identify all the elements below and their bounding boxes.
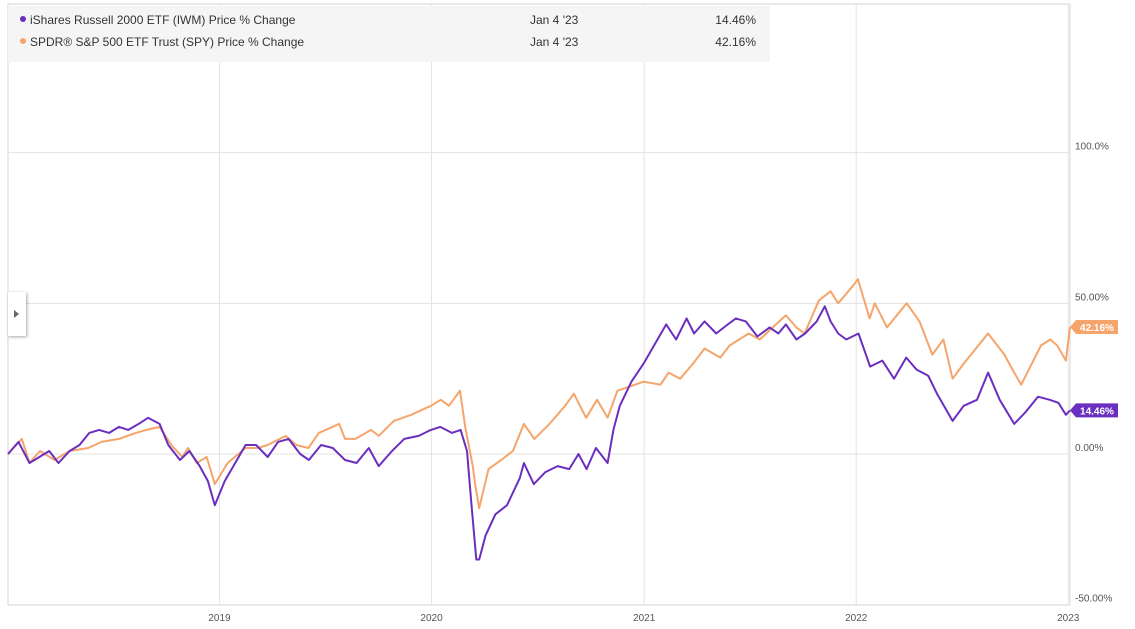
chevron-right-icon [14, 310, 19, 318]
side-panel-toggle-button[interactable] [8, 292, 26, 336]
x-tick-label: 2020 [420, 613, 443, 624]
chart-grid [7, 3, 1071, 606]
y-tick-label: -50.00% [1075, 594, 1112, 605]
series-line-iwm [7, 305, 1071, 561]
y-tick-label: 0.00% [1075, 443, 1103, 454]
series-end-labels: 42.16% 14.46% [1070, 319, 1118, 418]
series-lines [7, 278, 1071, 561]
x-tick-label: 2022 [845, 613, 868, 624]
legend-dot-spy [20, 38, 26, 44]
x-tick-label: 2019 [208, 613, 231, 624]
plot-frame [7, 3, 1071, 606]
legend-value-iwm: 14.46% [715, 13, 756, 27]
legend-date-iwm: Jan 4 '23 [530, 13, 579, 27]
end-label-spy: 42.16% [1070, 319, 1118, 334]
legend-date-spy: Jan 4 '23 [530, 35, 579, 49]
legend-value-spy: 42.16% [715, 35, 756, 49]
x-axis-ticks: 2019 2020 2021 2022 2023 [208, 613, 1079, 624]
legend-entry-iwm[interactable]: iShares Russell 2000 ETF (IWM) Price % C… [8, 9, 770, 31]
svg-text:42.16%: 42.16% [1080, 323, 1114, 334]
y-axis-ticks: 100.0% 50.00% 0.00% -50.00% [1075, 142, 1112, 605]
x-tick-label: 2023 [1057, 613, 1080, 624]
legend-name-spy: SPDR® S&P 500 ETF Trust (SPY) Price % Ch… [30, 35, 305, 49]
chart-legend: iShares Russell 2000 ETF (IWM) Price % C… [8, 6, 770, 62]
end-label-iwm: 14.46% [1070, 403, 1118, 418]
series-line-spy [7, 278, 1071, 510]
x-tick-label: 2021 [633, 613, 656, 624]
legend-entry-spy[interactable]: SPDR® S&P 500 ETF Trust (SPY) Price % Ch… [8, 31, 770, 53]
legend-name-iwm: iShares Russell 2000 ETF (IWM) Price % C… [30, 13, 296, 27]
legend-dot-iwm [20, 16, 26, 22]
svg-text:14.46%: 14.46% [1080, 406, 1114, 417]
y-tick-label: 100.0% [1075, 142, 1109, 153]
y-tick-label: 50.00% [1075, 292, 1109, 303]
